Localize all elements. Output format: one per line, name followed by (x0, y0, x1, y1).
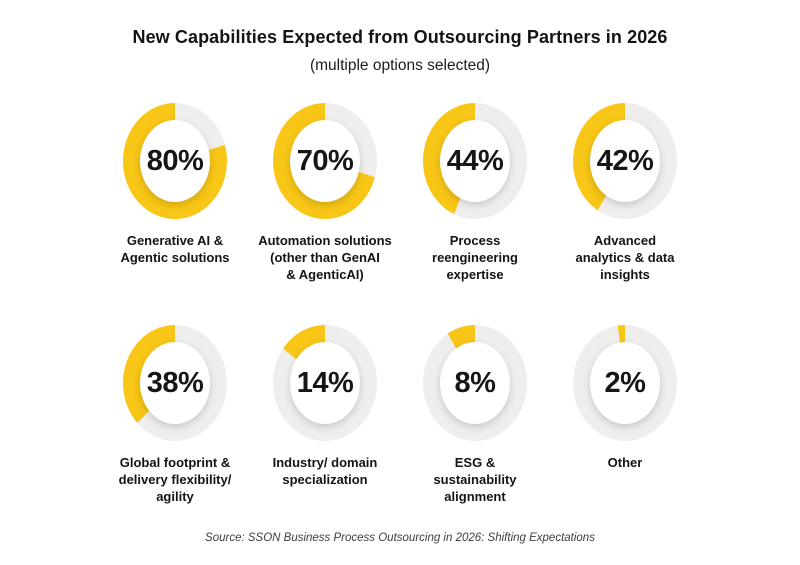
chart-subtitle: (multiple options selected) (309, 57, 491, 74)
donut-value: 38% (146, 366, 204, 399)
donut-value: 44% (446, 144, 504, 177)
donut-value: 14% (296, 366, 354, 399)
donut-ring-chart: 2% (573, 325, 677, 441)
donut-value: 8% (454, 366, 496, 399)
donut-grid: 80% Generative AI & Agentic solutions 70… (0, 103, 800, 505)
donut-value: 2% (604, 366, 646, 399)
donut-cell-esg-sustainability: 8% ESG & sustainability alignment (400, 325, 550, 505)
donut-hole: 44% (440, 120, 510, 202)
chart-title: New Capabilities Expected from Outsourci… (132, 27, 668, 47)
donut-hole: 70% (290, 120, 360, 202)
donut-hole: 2% (590, 342, 660, 424)
donut-cell-generative-ai: 80% Generative AI & Agentic solutions (100, 103, 250, 325)
donut-hole: 8% (440, 342, 510, 424)
donut-ring-chart: 8% (423, 325, 527, 441)
donut-ring-chart: 38% (123, 325, 227, 441)
donut-label: Generative AI & Agentic solutions (120, 233, 230, 266)
donut-label: Industry/ domain specialization (272, 455, 378, 488)
donut-hole: 38% (140, 342, 210, 424)
donut-ring-chart: 70% (273, 103, 377, 219)
donut-ring-chart: 44% (423, 103, 527, 219)
donut-cell-other: 2% Other (550, 325, 700, 505)
donut-ring-chart: 14% (273, 325, 377, 441)
donut-ring-chart: 42% (573, 103, 677, 219)
donut-cell-advanced-analytics: 42% Advanced analytics & data insights (550, 103, 700, 325)
donut-label: Advanced analytics & data insights (575, 233, 675, 283)
donut-hole: 80% (140, 120, 210, 202)
donut-label: Process reengineering expertise (432, 233, 518, 283)
donut-value: 42% (596, 144, 654, 177)
donut-cell-automation-solutions: 70% Automation solutions (other than Gen… (250, 103, 400, 325)
donut-hole: 42% (590, 120, 660, 202)
donut-label: Global footprint & delivery flexibility/… (118, 455, 232, 505)
donut-label: Other (607, 455, 643, 470)
donut-value: 80% (146, 144, 204, 177)
donut-ring-chart: 80% (123, 103, 227, 219)
source-note: Source: SSON Business Process Outsourcin… (205, 532, 595, 544)
donut-cell-industry-domain: 14% Industry/ domain specialization (250, 325, 400, 505)
donut-cell-process-reengineering: 44% Process reengineering expertise (400, 103, 550, 325)
donut-label: Automation solutions (other than GenAI &… (258, 233, 392, 283)
donut-cell-global-footprint: 38% Global footprint & delivery flexibil… (100, 325, 250, 505)
donut-hole: 14% (290, 342, 360, 424)
donut-label: ESG & sustainability alignment (433, 455, 517, 505)
donut-value: 70% (296, 144, 354, 177)
